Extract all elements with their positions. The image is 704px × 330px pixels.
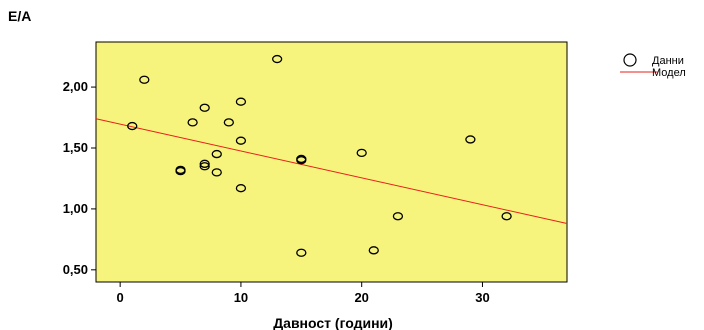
data-point: [368, 246, 379, 255]
legend-label-data: Данни: [652, 55, 684, 67]
data-point: [235, 136, 247, 145]
data-point: [199, 103, 210, 112]
plot-area: [95, 41, 568, 283]
data-point: [235, 184, 247, 193]
x-axis: 0 10 20 30: [117, 282, 490, 305]
x-tick-label: 30: [475, 290, 489, 305]
data-point: [501, 212, 512, 221]
data-point: [187, 118, 198, 127]
x-tick-label: 20: [354, 290, 368, 305]
data-point: [296, 248, 307, 257]
data-point: [199, 159, 210, 168]
x-axis-title: Давност (години): [273, 315, 393, 330]
x-tick-label: 0: [117, 290, 124, 305]
data-point: [175, 165, 186, 175]
data-point: [356, 148, 367, 158]
x-tick-label: 10: [234, 290, 248, 305]
y-axis-title: E/A: [8, 8, 31, 24]
data-point: [235, 97, 247, 106]
regression-line: [95, 118, 568, 225]
data-point: [392, 212, 404, 221]
data-points: [127, 54, 512, 257]
data-point: [465, 135, 476, 144]
data-point: [139, 75, 150, 84]
data-point: [211, 168, 222, 177]
legend-label-model: Модел: [652, 67, 686, 79]
data-point: [223, 118, 234, 127]
data-point: [199, 162, 210, 171]
y-tick-label: 1,50: [63, 140, 88, 155]
y-tick-label: 1,00: [63, 201, 88, 216]
data-point: [272, 54, 283, 64]
data-point: [127, 121, 138, 131]
data-point: [211, 149, 222, 159]
y-axis: 0,50 1,00 1,50 2,00: [63, 79, 96, 277]
y-tick-label: 2,00: [63, 79, 88, 94]
legend-marker-data: [623, 53, 637, 67]
legend: Данни Модел: [620, 53, 686, 79]
data-point: [296, 156, 307, 165]
y-tick-label: 0,50: [63, 262, 88, 277]
